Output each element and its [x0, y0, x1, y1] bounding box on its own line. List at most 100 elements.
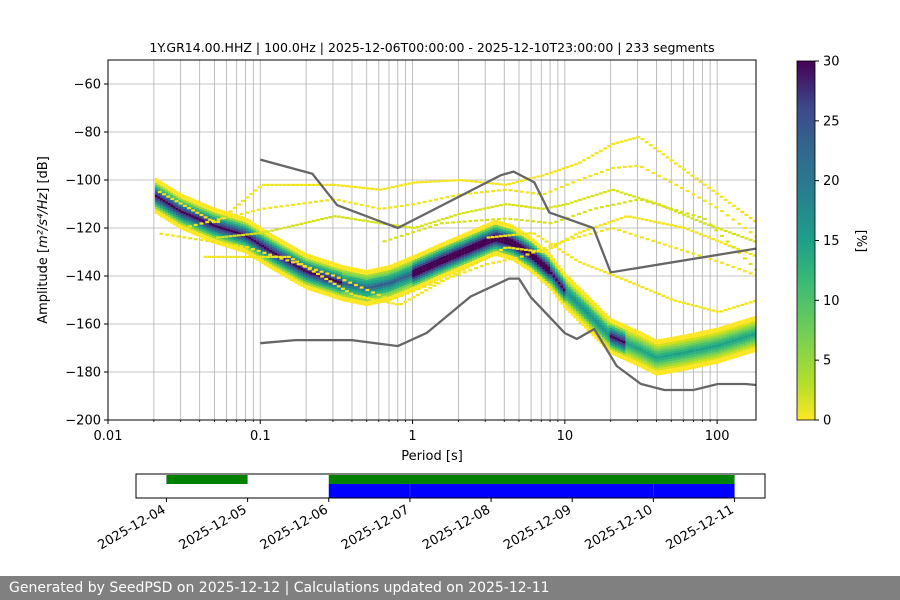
heatmap-cell [459, 256, 462, 259]
heatmap-cell [204, 222, 207, 226]
heatmap-cell [582, 234, 587, 237]
heatmap-cell [448, 260, 452, 264]
heatmap-cell [550, 261, 553, 265]
heatmap-cell [628, 215, 632, 218]
heatmap-cell [342, 267, 345, 271]
heatmap-cell [435, 259, 439, 262]
x-axis-label: Period [s] [401, 449, 463, 464]
heatmap-cell [628, 232, 633, 235]
heatmap-cell [609, 349, 613, 352]
heatmap-cell [321, 292, 324, 295]
heatmap-cell [391, 297, 395, 300]
heatmap-cell [178, 209, 181, 212]
heatmap-cell [507, 203, 512, 206]
heatmap-cell [505, 254, 509, 257]
heatmap-cell [612, 350, 616, 354]
heatmap-cell [609, 346, 613, 350]
heatmap-cell [323, 290, 327, 294]
heatmap-cell [365, 281, 369, 285]
heatmap-cell [381, 283, 384, 287]
heatmap-cell [635, 339, 639, 343]
heatmap-cell [719, 355, 722, 359]
heatmap-cell [316, 259, 319, 262]
heatmap-cell [277, 246, 280, 250]
heatmap-cell [498, 237, 501, 241]
heatmap-cell [170, 216, 174, 219]
heatmap-cell [529, 250, 532, 254]
heatmap-cell [578, 231, 582, 234]
heatmap-cell [459, 258, 462, 262]
heatmap-cell [750, 331, 753, 334]
heatmap-cell [222, 239, 226, 242]
heatmap-cell [672, 350, 675, 354]
heatmap-cell [206, 236, 210, 239]
heatmap-cell [752, 299, 756, 303]
heatmap-cell [305, 284, 309, 288]
heatmap-cell [706, 336, 709, 340]
heatmap-cell [472, 241, 475, 244]
heatmap-cell [357, 282, 361, 286]
heatmap-cell [409, 258, 413, 262]
heatmap-cell [425, 256, 428, 260]
heatmap-cell [427, 248, 431, 251]
heatmap-cell [383, 287, 387, 291]
heatmap-cell [581, 313, 584, 317]
heatmap-cell [628, 280, 632, 284]
heatmap-cell [399, 204, 404, 208]
heatmap-cell [396, 268, 400, 272]
heatmap-cell [241, 233, 246, 237]
heatmap-cell [511, 250, 514, 254]
heatmap-cell [695, 351, 699, 354]
heatmap-cell [732, 325, 735, 328]
heatmap-cell [396, 273, 400, 277]
heatmap-cell [511, 181, 516, 185]
heatmap-cell [409, 261, 413, 264]
heatmap-cell [565, 305, 569, 309]
heatmap-cell [375, 274, 379, 278]
heatmap-cell [349, 300, 353, 304]
heatmap-cell [518, 234, 522, 237]
heatmap-cell [365, 293, 369, 297]
heatmap-cell [474, 261, 478, 265]
heatmap-cell [695, 343, 699, 347]
heatmap-cell [292, 277, 296, 281]
y-tick-label: −80 [74, 126, 101, 141]
heatmap-cell [407, 257, 410, 260]
heatmap-cell [625, 356, 629, 359]
heatmap-cell [745, 340, 748, 343]
heatmap-cell [199, 238, 204, 242]
heatmap-cell [290, 268, 293, 272]
heatmap-cell [607, 318, 610, 321]
heatmap-cell [196, 200, 200, 204]
heatmap-cell [456, 264, 460, 268]
heatmap-cell [519, 179, 524, 182]
heatmap-cell [295, 271, 298, 275]
heatmap-cell [625, 346, 629, 350]
heatmap-cell [724, 337, 727, 340]
heatmap-cell [560, 268, 564, 271]
heatmap-cell [162, 216, 166, 219]
heatmap-cell [297, 268, 301, 272]
heatmap-cell [403, 183, 408, 186]
heatmap-cell [534, 245, 538, 248]
heatmap-cell [664, 337, 668, 341]
heatmap-cell [537, 271, 540, 275]
heatmap-cell [603, 191, 607, 194]
heatmap-cell [360, 290, 363, 294]
heatmap-cell [625, 353, 629, 357]
heatmap-cell [209, 222, 213, 226]
heatmap-cell [513, 228, 517, 232]
heatmap-cell [345, 185, 350, 188]
heatmap-cell [355, 296, 358, 300]
x-tick-label: 0.01 [94, 429, 123, 444]
heatmap-cell [193, 199, 197, 202]
heatmap-cell [752, 325, 756, 329]
heatmap-cell [353, 294, 358, 297]
heatmap-cell [698, 306, 703, 309]
date-tick-label: 2025-12-11 [664, 502, 737, 553]
heatmap-cell [219, 221, 223, 225]
heatmap-cell [729, 333, 733, 336]
heatmap-cell [700, 347, 704, 351]
heatmap-cell [344, 299, 348, 302]
heatmap-cell [360, 292, 363, 296]
